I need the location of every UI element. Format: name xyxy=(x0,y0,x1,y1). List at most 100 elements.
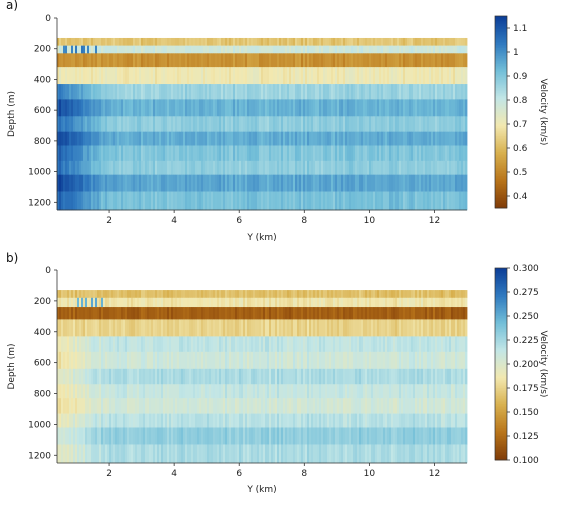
heatmap-cell xyxy=(261,336,264,353)
heatmap-cell xyxy=(187,37,190,46)
heatmap-cell xyxy=(363,131,366,146)
heatmap-cell xyxy=(355,99,358,117)
heatmap-cell xyxy=(149,290,152,299)
heatmap-cell xyxy=(277,45,280,54)
heatmap-cell xyxy=(329,53,332,68)
heatmap-cell xyxy=(157,427,160,445)
heatmap-cell xyxy=(445,67,448,85)
heatmap-cell xyxy=(145,368,148,385)
heatmap-cell xyxy=(265,67,268,85)
heatmap-cell xyxy=(225,99,228,117)
heatmap-cell xyxy=(449,53,452,68)
heatmap-cell xyxy=(139,37,142,46)
heatmap-cell xyxy=(61,398,64,414)
heatmap-cell xyxy=(249,116,252,132)
heatmap-cell xyxy=(431,398,434,414)
heatmap-cell xyxy=(389,297,392,308)
heatmap-cell xyxy=(227,427,230,445)
heatmap-cell xyxy=(369,307,372,320)
heatmap-cell xyxy=(227,336,230,353)
heatmap-cell xyxy=(97,297,100,308)
heatmap-cell xyxy=(229,116,232,132)
heatmap-cell xyxy=(391,368,394,385)
heatmap-cell xyxy=(453,319,456,337)
heatmap-cell xyxy=(389,131,392,146)
heatmap-cell xyxy=(263,145,266,162)
heatmap-cell xyxy=(201,444,204,464)
heatmap-cell xyxy=(245,84,248,100)
heatmap-cell xyxy=(115,351,118,370)
heatmap-cell xyxy=(317,84,320,100)
heatmap-cell xyxy=(317,37,320,46)
heatmap-cell xyxy=(441,290,444,299)
heatmap-cell xyxy=(419,84,422,100)
heatmap-cell xyxy=(251,145,254,162)
heatmap-cell xyxy=(231,427,234,445)
heatmap-cell xyxy=(257,53,260,68)
heatmap-cell xyxy=(421,174,424,192)
heatmap-cell xyxy=(455,398,458,414)
heatmap-cell xyxy=(263,160,266,175)
heatmap-cell xyxy=(185,67,188,85)
heatmap-cell xyxy=(309,319,312,337)
heatmap-cell xyxy=(175,160,178,175)
heatmap-cell xyxy=(237,145,240,162)
heatmap-cell xyxy=(189,351,192,370)
heatmap-cell xyxy=(367,413,370,428)
heatmap-cell xyxy=(171,131,174,146)
heatmap-cell xyxy=(149,384,152,399)
heatmap-cell xyxy=(145,131,148,146)
heatmap-cell xyxy=(111,99,114,117)
heatmap-cell xyxy=(101,53,104,68)
heatmap-cell xyxy=(271,336,274,353)
heatmap-cell xyxy=(73,398,76,414)
heatmap-cell xyxy=(431,53,434,68)
heatmap-cell xyxy=(77,37,80,46)
heatmap-cell xyxy=(187,290,190,299)
heatmap-cell xyxy=(231,336,234,353)
heatmap-cell xyxy=(59,160,62,175)
heatmap-cell xyxy=(91,368,94,385)
heatmap-cell xyxy=(171,174,174,192)
heatmap-cell xyxy=(139,290,142,299)
heatmap-cell xyxy=(371,67,374,85)
heatmap-cell xyxy=(141,290,144,299)
heatmap-cell xyxy=(217,290,220,299)
heatmap-cell xyxy=(217,99,220,117)
heatmap-cell xyxy=(185,413,188,428)
colorbar-segment xyxy=(495,73,507,76)
heatmap-cell xyxy=(65,427,68,445)
heatmap-cell xyxy=(211,116,214,132)
heatmap-cell xyxy=(427,84,430,100)
heatmap-cell xyxy=(329,45,332,54)
heatmap-cell xyxy=(455,174,458,192)
heatmap-cell xyxy=(411,290,414,299)
heatmap-cell xyxy=(437,174,440,192)
heatmap-cell xyxy=(317,45,320,54)
heatmap-cell xyxy=(367,84,370,100)
heatmap-cell xyxy=(251,174,254,192)
heatmap-cell xyxy=(143,444,146,464)
heatmap-cell xyxy=(431,174,434,192)
heatmap-cell xyxy=(411,307,414,320)
heatmap-cell xyxy=(83,53,86,68)
heatmap-cell xyxy=(147,427,150,445)
heatmap-cell xyxy=(459,116,462,132)
heatmap-cell xyxy=(113,336,116,353)
heatmap-cell xyxy=(437,351,440,370)
heatmap-cell xyxy=(439,336,442,353)
heatmap-cell xyxy=(147,290,150,299)
heatmap-cell xyxy=(251,131,254,146)
heatmap-cell xyxy=(289,160,292,175)
heatmap-cell xyxy=(191,444,194,464)
heatmap-cell xyxy=(447,37,450,46)
heatmap-cell xyxy=(215,297,218,308)
heatmap-cell xyxy=(103,99,106,117)
heatmap-cell xyxy=(99,53,102,68)
heatmap-cell xyxy=(391,307,394,320)
heatmap-cell xyxy=(283,384,286,399)
heatmap-cell xyxy=(383,145,386,162)
heatmap-cell xyxy=(431,427,434,445)
heatmap-cell xyxy=(145,160,148,175)
